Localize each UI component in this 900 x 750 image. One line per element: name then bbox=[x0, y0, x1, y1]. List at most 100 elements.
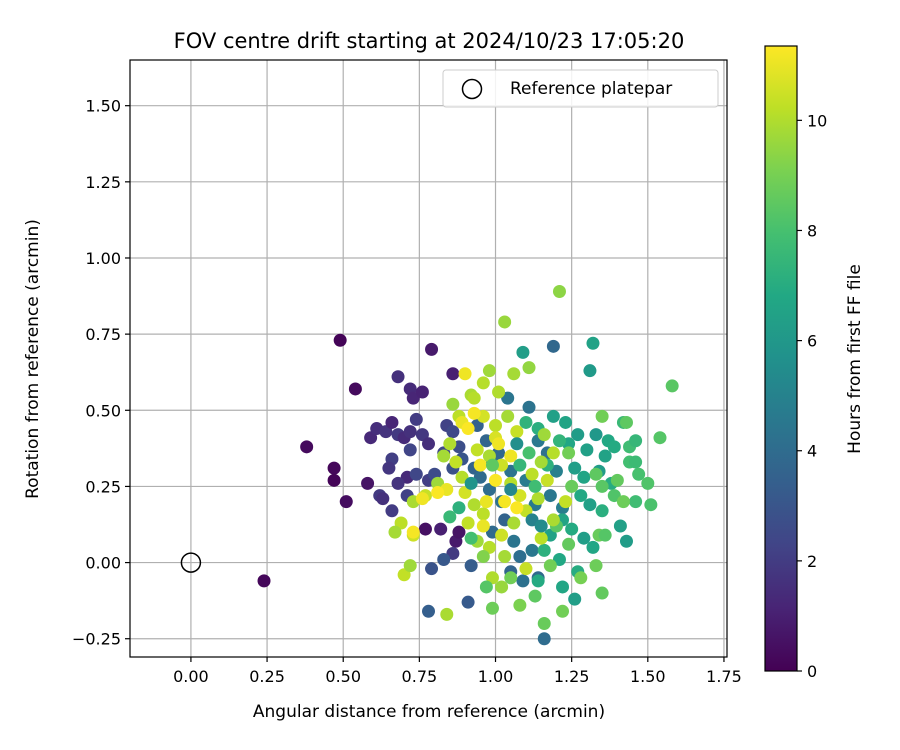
data-point bbox=[498, 315, 512, 329]
data-point bbox=[586, 540, 600, 554]
x-tick-label: 1.50 bbox=[630, 667, 666, 686]
data-point bbox=[379, 425, 393, 439]
data-point bbox=[425, 562, 439, 576]
y-tick-label: 0.75 bbox=[85, 325, 121, 344]
legend-label: Reference platepar bbox=[510, 79, 672, 99]
data-point bbox=[644, 498, 658, 512]
data-point bbox=[507, 534, 521, 548]
x-tick-label: 0.00 bbox=[173, 667, 209, 686]
data-point bbox=[507, 367, 521, 381]
data-point bbox=[339, 495, 353, 509]
legend: Reference platepar bbox=[442, 69, 719, 108]
data-point bbox=[519, 415, 533, 429]
data-point bbox=[534, 519, 548, 533]
data-point bbox=[498, 495, 512, 509]
data-point bbox=[476, 549, 490, 563]
data-point bbox=[495, 528, 509, 542]
colorbar-tick-label: 4 bbox=[807, 442, 817, 461]
data-point bbox=[519, 562, 533, 576]
y-tick-label: 1.00 bbox=[85, 249, 121, 268]
plot-area bbox=[130, 60, 727, 657]
data-point bbox=[443, 510, 457, 524]
x-axis-ticks: 0.00 0.25 0.50 0.75 1.00 1.25 1.50 1.75 bbox=[173, 657, 742, 686]
colorbar-tick-label: 2 bbox=[807, 552, 817, 571]
data-point bbox=[513, 458, 527, 472]
data-point bbox=[619, 415, 633, 429]
data-point bbox=[552, 284, 566, 298]
data-point bbox=[485, 571, 499, 585]
data-point bbox=[537, 428, 551, 442]
data-point bbox=[546, 339, 560, 353]
data-point bbox=[385, 504, 399, 518]
data-point bbox=[510, 501, 524, 515]
data-point bbox=[415, 385, 429, 399]
reference-platepar-marker bbox=[180, 552, 202, 573]
data-point bbox=[525, 543, 539, 557]
chart-title: FOV centre drift starting at 2024/10/23 … bbox=[174, 29, 685, 53]
data-point bbox=[382, 461, 396, 475]
data-point bbox=[571, 428, 585, 442]
data-point bbox=[562, 537, 576, 551]
data-point bbox=[403, 443, 417, 457]
data-point bbox=[595, 409, 609, 423]
x-tick-label: 0.50 bbox=[325, 667, 361, 686]
data-point bbox=[501, 391, 515, 405]
data-point bbox=[613, 519, 627, 533]
data-point bbox=[422, 604, 435, 618]
data-point bbox=[492, 437, 506, 451]
data-point bbox=[449, 455, 463, 469]
data-point bbox=[559, 495, 573, 509]
data-point bbox=[552, 434, 566, 448]
data-point bbox=[464, 559, 478, 573]
data-point bbox=[653, 431, 667, 445]
data-point bbox=[403, 559, 417, 573]
data-point bbox=[537, 543, 551, 557]
data-point bbox=[598, 528, 612, 542]
data-point bbox=[446, 367, 460, 381]
data-point bbox=[364, 431, 378, 445]
data-point bbox=[534, 455, 548, 469]
data-point bbox=[418, 522, 432, 536]
data-point bbox=[385, 415, 399, 429]
data-point bbox=[607, 489, 621, 503]
data-point bbox=[522, 446, 536, 460]
data-point bbox=[595, 504, 609, 518]
colorbar-tick-label: 10 bbox=[807, 111, 827, 130]
x-tick-label: 0.25 bbox=[249, 667, 285, 686]
data-point bbox=[641, 476, 655, 490]
x-tick-label: 0.75 bbox=[402, 667, 438, 686]
data-point bbox=[528, 589, 542, 603]
data-point bbox=[470, 443, 484, 457]
data-point bbox=[446, 397, 460, 411]
data-point bbox=[580, 443, 594, 457]
colorbar-tick-label: 0 bbox=[807, 662, 817, 681]
data-point bbox=[546, 513, 560, 527]
data-point bbox=[556, 604, 570, 618]
data-point bbox=[528, 479, 542, 493]
data-point bbox=[446, 425, 460, 439]
data-point bbox=[394, 516, 408, 530]
data-point bbox=[446, 546, 460, 560]
plot-frame bbox=[129, 59, 728, 658]
data-point bbox=[425, 342, 439, 356]
data-point bbox=[461, 595, 475, 609]
data-point bbox=[482, 364, 496, 378]
data-point bbox=[376, 492, 390, 506]
data-point bbox=[467, 498, 481, 512]
y-tick-label: −0.25 bbox=[72, 630, 121, 649]
data-point bbox=[522, 400, 536, 414]
data-point bbox=[485, 601, 499, 615]
data-point bbox=[482, 482, 496, 496]
data-point bbox=[422, 437, 435, 451]
data-point bbox=[391, 370, 405, 384]
data-point bbox=[300, 440, 314, 454]
data-point bbox=[479, 580, 493, 594]
data-point bbox=[409, 467, 423, 481]
data-point bbox=[501, 409, 515, 423]
data-point bbox=[434, 522, 448, 536]
data-point bbox=[388, 525, 402, 539]
data-point bbox=[437, 449, 451, 463]
data-point bbox=[504, 449, 518, 463]
data-point bbox=[568, 592, 582, 606]
